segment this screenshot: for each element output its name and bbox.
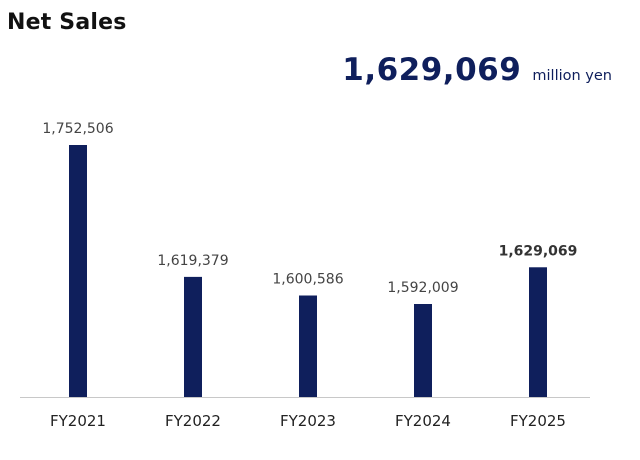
bar-fy2022 bbox=[184, 276, 202, 397]
bar-fy2024 bbox=[414, 304, 432, 397]
bar-fy2023 bbox=[299, 295, 317, 397]
x-tick-label: FY2022 bbox=[165, 412, 221, 430]
headline-unit: million yen bbox=[532, 68, 612, 84]
bar-fy2025 bbox=[529, 267, 547, 397]
headline-value: 1,629,069 bbox=[342, 52, 522, 88]
bar-value-label: 1,592,009 bbox=[387, 280, 458, 296]
bar-value-label: 1,752,506 bbox=[42, 121, 113, 137]
x-tick-label: FY2024 bbox=[395, 412, 451, 430]
x-tick-label: FY2021 bbox=[50, 412, 106, 430]
chart-title: Net Sales bbox=[7, 10, 127, 35]
bar-value-label: 1,629,069 bbox=[499, 243, 578, 259]
x-tick-label: FY2025 bbox=[510, 412, 566, 430]
bar-value-label: 1,619,379 bbox=[157, 253, 228, 269]
bar-value-label: 1,600,586 bbox=[272, 272, 343, 288]
headline-figure: 1,629,069 million yen bbox=[342, 52, 612, 88]
bar-fy2021 bbox=[69, 145, 87, 397]
x-tick-label: FY2023 bbox=[280, 412, 336, 430]
